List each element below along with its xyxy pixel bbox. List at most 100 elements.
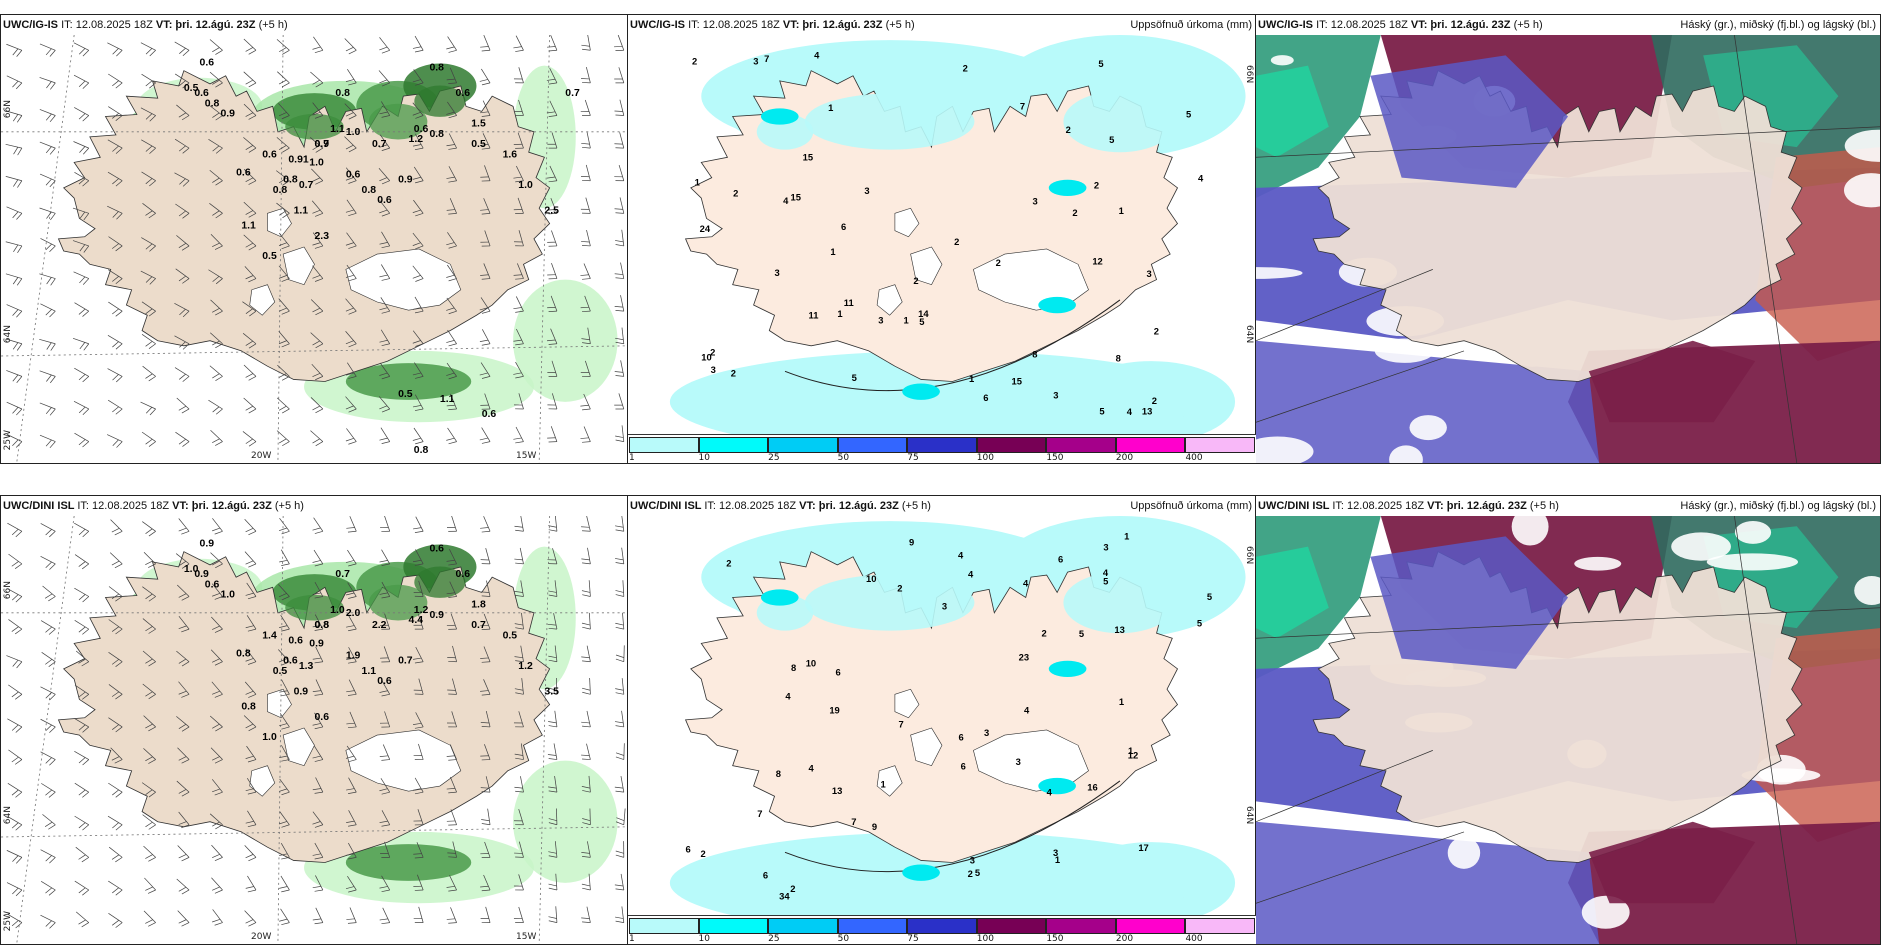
grid-line	[538, 516, 551, 944]
colorbar-tick-label: 50	[837, 934, 850, 944]
wind-barb	[39, 207, 56, 221]
wind-barb	[243, 234, 257, 251]
precip-value-label: 14	[918, 309, 929, 319]
wind-barb	[178, 615, 190, 633]
wind-barb	[413, 613, 424, 630]
precip-value-label: 11	[809, 311, 819, 321]
map-area[interactable]: 5 9 6 13 9 2 1 1 4 5 4 10 6 4 10 17 12 5 19 23 7 7 5 8 3 4 6 6 4 8 1 3 2…	[628, 516, 1256, 944]
wind-barb	[107, 335, 123, 350]
wind-barb	[107, 205, 123, 220]
wind-barb	[480, 263, 491, 280]
wind-barb	[6, 401, 23, 416]
clear-sky-patch	[1706, 553, 1799, 571]
wind-barb	[513, 35, 524, 52]
wind-barb	[548, 808, 558, 826]
wind-value-label: 1.9	[346, 651, 361, 662]
wind-value-label: 0.9	[309, 639, 324, 650]
map-area[interactable]	[1256, 516, 1880, 944]
map-area[interactable]: 2 4 3 12 13 1 1 1 1 2 1 2 2 5 6 8 2 4 5 3 4 15 15 11 8 3 1 2 5 10 11 3 2…	[628, 35, 1256, 463]
wind-barb	[210, 552, 223, 569]
precip-value-label: 4	[1024, 706, 1030, 716]
wind-barb	[143, 845, 156, 862]
wind-barb	[245, 745, 257, 763]
wind-barb	[547, 295, 558, 312]
lat-label-66n: 66N	[3, 581, 13, 600]
wind-barb	[546, 68, 558, 85]
wind-barb	[615, 906, 625, 923]
wind-value-label: 0.6	[205, 579, 220, 590]
wind-barb	[615, 808, 626, 826]
wind-value-label: 0.7	[398, 656, 413, 667]
it-value: 12.08.2025 18Z	[1347, 500, 1428, 512]
wind-barb	[107, 171, 123, 187]
wind-barb	[479, 329, 491, 346]
lead-time: (+5 h)	[1513, 19, 1543, 31]
wind-barb	[614, 295, 625, 312]
wind-barb	[312, 265, 324, 282]
wind-barb	[580, 197, 591, 214]
wind-barb	[480, 679, 491, 696]
map-area[interactable]: 0.9 1.0 0.9 0.6 1.0 0.7 1.0 2.0 0.8 1.4 0.6 0.9 0.8 0…	[1, 516, 628, 944]
wind-barb	[513, 197, 524, 214]
wind-barb	[614, 99, 625, 116]
wind-barb	[42, 814, 56, 830]
wind-barb	[446, 776, 457, 794]
precip-value-label: 7	[1020, 102, 1025, 112]
map-area[interactable]: 0.6 0.5 0.6 0.8 0.9 0.8 1.1 1.0 0.9 0.6 0.91 1.0 0.7…	[1, 35, 628, 463]
wind-barb	[413, 580, 424, 597]
wind-barb	[413, 906, 424, 923]
wind-barb	[480, 35, 491, 52]
wind-barb	[614, 547, 625, 565]
vt-label: VT:	[1410, 19, 1431, 31]
wind-barb	[378, 396, 391, 413]
wind-barb	[212, 518, 223, 535]
wind-barb	[209, 203, 223, 219]
wind-barb	[378, 70, 391, 87]
vt-label: VT:	[782, 19, 803, 31]
glacier	[876, 284, 903, 316]
wind-value-label: 0.5	[184, 83, 199, 94]
wind-barb	[74, 302, 90, 317]
wind-barb	[345, 745, 357, 763]
it-label: IT:	[704, 500, 720, 512]
wind-barb	[614, 516, 625, 532]
wind-barb	[546, 328, 558, 345]
map-area[interactable]	[1256, 35, 1880, 463]
wind-barb	[479, 133, 491, 150]
wind-barb	[446, 393, 457, 411]
wind-value-label: 0.5	[273, 666, 288, 677]
vt-value: þri. 12.ágú. 23Z	[1446, 500, 1530, 512]
wind-barb	[242, 431, 257, 447]
precip-value-label: 10	[866, 574, 876, 584]
wind-barb	[75, 911, 90, 928]
wind-barb	[276, 397, 290, 414]
glacier	[876, 765, 903, 797]
wind-barb	[39, 43, 56, 57]
wind-barb	[278, 584, 290, 601]
precip-value-label: 1	[903, 316, 908, 326]
wind-barb	[243, 103, 257, 120]
wind-value-label: 1.0	[220, 590, 235, 601]
lead-time: (+5 h)	[258, 19, 288, 31]
wind-barb	[176, 584, 190, 601]
wind-barb	[311, 363, 324, 381]
wind-barb	[142, 618, 156, 634]
clear-sky-patch	[1741, 768, 1821, 783]
wind-barb	[6, 75, 23, 90]
wind-barb	[143, 910, 156, 927]
precip-value-label: 1	[837, 309, 842, 319]
wind-barb	[278, 298, 290, 315]
wind-barb	[310, 397, 324, 414]
wind-barb	[446, 907, 457, 924]
wind-barb	[345, 298, 357, 315]
wind-barb	[446, 581, 457, 598]
precip-value-label: 17	[1138, 843, 1148, 853]
low-cloud	[1256, 821, 1600, 944]
precip-value-label: 1	[880, 779, 885, 789]
wind-value-label: 1.2	[518, 661, 533, 672]
wind-barb	[279, 679, 290, 697]
wind-barb	[480, 516, 491, 533]
wind-barb	[513, 711, 524, 728]
wind-barb	[211, 681, 223, 698]
precip-value-label: 3	[711, 365, 716, 375]
